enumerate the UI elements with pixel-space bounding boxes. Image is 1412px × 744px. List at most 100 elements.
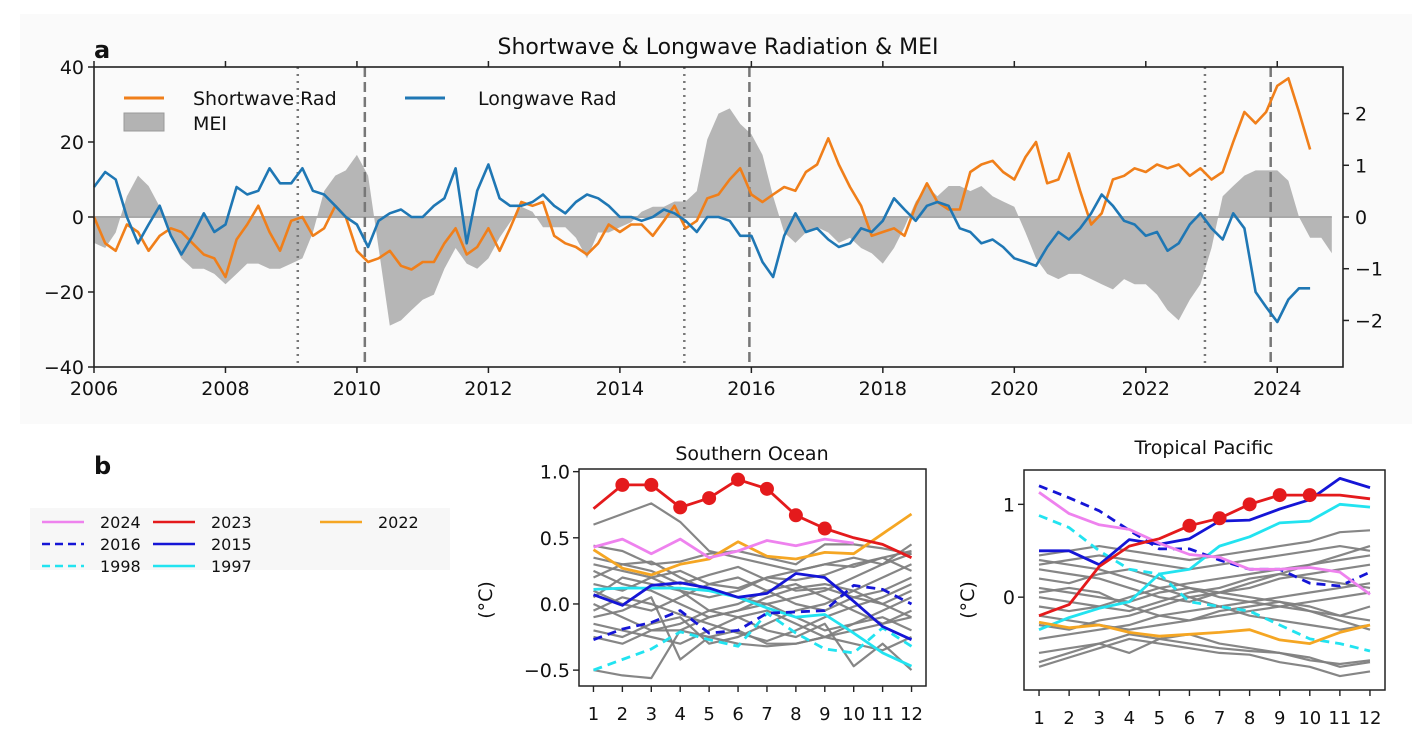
x-tick-label: 1 xyxy=(588,704,599,725)
marker-2023-month-9 xyxy=(817,521,832,536)
x-axis: 2006 2008 2010 2012 2014 2016 2018 2020 2022 2024 xyxy=(70,61,1301,400)
series-line-2016 xyxy=(593,584,913,642)
panel-a-letter: a xyxy=(94,36,110,64)
x-tick-label: 2012 xyxy=(464,378,512,400)
series-line-other-year xyxy=(1038,544,1371,571)
y-tick-label: 0.0 xyxy=(540,594,570,616)
series-line-other-year xyxy=(593,609,912,648)
x-tick-label: 9 xyxy=(819,704,830,725)
y-axis-left: −40 −20 0 20 40 xyxy=(44,57,94,379)
x-tick-label: 4 xyxy=(1124,708,1135,729)
x-tick-label: 2010 xyxy=(333,378,381,400)
southern-ocean-frame xyxy=(578,468,927,687)
x-tick-label: 2020 xyxy=(990,378,1038,400)
x-tick-label: 11 xyxy=(1328,708,1351,729)
marker-2023-month-10 xyxy=(1302,488,1317,503)
y-tick-label: −20 xyxy=(44,282,84,304)
legend-label-2015: 2015 xyxy=(211,535,252,554)
series-line-2022 xyxy=(592,512,913,577)
panel-b-letter: b xyxy=(94,452,111,480)
panel-b-legend-background xyxy=(30,508,450,570)
series-line-2024 xyxy=(593,537,854,560)
x-tick-label: 10 xyxy=(1298,708,1321,729)
marker-2023-month-3 xyxy=(644,477,659,492)
x-tick-label: 5 xyxy=(703,704,714,725)
x-tick-label: 1 xyxy=(1033,708,1044,729)
y2-tick-label: 2 xyxy=(1355,104,1367,126)
series-line-other-year xyxy=(593,543,913,680)
legend-label-2023: 2023 xyxy=(211,513,252,532)
legend-mei-swatch xyxy=(123,112,165,132)
tropical-pacific-ylabel: (°C) xyxy=(957,581,979,619)
x-tick-label: 6 xyxy=(732,704,743,725)
marker-2023-month-5 xyxy=(702,491,717,506)
y-tick-label: 0 xyxy=(72,207,84,229)
legend-label-2016: 2016 xyxy=(100,535,141,554)
series-line-other-year xyxy=(1038,558,1371,631)
legend-label-2024: 2024 xyxy=(100,513,141,532)
southern-ocean-lines xyxy=(592,472,913,680)
legend-mei-label: MEI xyxy=(193,113,227,135)
reference-lines xyxy=(296,67,1272,367)
panel-a: a Shortwave & Longwave Radiation & MEI 2… xyxy=(44,35,1383,400)
y2-tick-label: 0 xyxy=(1355,207,1367,229)
longwave-line xyxy=(92,163,1311,324)
y-tick-label: 40 xyxy=(60,57,84,79)
series-line-1998 xyxy=(1038,514,1371,653)
x-tick-label: 12 xyxy=(900,704,923,725)
shortwave-line xyxy=(92,77,1312,279)
x-tick-label: 3 xyxy=(646,704,657,725)
x-tick-label: 2018 xyxy=(859,378,907,400)
series-line-other-year xyxy=(1038,554,1371,613)
series-line-2024 xyxy=(1038,491,1371,596)
series-line-other-year xyxy=(593,563,912,645)
y2-tick-label: −2 xyxy=(1355,310,1383,332)
x-tick-label: 12 xyxy=(1359,708,1382,729)
y-tick-label: 0 xyxy=(1003,587,1015,609)
chart-title: Shortwave & Longwave Radiation & MEI xyxy=(498,35,939,60)
series-line-other-year xyxy=(1038,591,1371,631)
x-tick-label: 5 xyxy=(1154,708,1165,729)
x-tick-label: 3 xyxy=(1093,708,1104,729)
marker-2023-month-6 xyxy=(1182,518,1197,533)
southern-ocean-axes: 1 2 3 4 5 6 7 8 9 10 11 12−0.50.00.51.0 xyxy=(524,462,923,725)
y2-tick-label: −1 xyxy=(1355,259,1383,281)
marker-2023-month-2 xyxy=(615,477,630,492)
y-tick-label: −40 xyxy=(44,357,84,379)
x-tick-label: 7 xyxy=(761,704,772,725)
radiation-series-layer xyxy=(92,77,1312,324)
series-line-2015 xyxy=(593,572,913,641)
series-line-other-year xyxy=(593,556,912,632)
x-tick-label: 2 xyxy=(617,704,628,725)
series-line-other-year xyxy=(1038,633,1371,666)
series-line-other-year xyxy=(593,582,912,632)
series-line-1997 xyxy=(1038,502,1371,631)
series-line-1998 xyxy=(593,611,913,672)
series-line-other-year xyxy=(593,563,913,671)
series-line-other-year xyxy=(593,502,912,573)
series-line-2016 xyxy=(1038,484,1371,588)
legend-label-1998: 1998 xyxy=(100,557,141,576)
y-tick-label: 20 xyxy=(60,132,84,154)
y-tick-label: 0.5 xyxy=(540,528,570,550)
y-tick-label: 1 xyxy=(1003,494,1015,516)
legend: Shortwave Rad MEI Longwave Rad xyxy=(123,88,617,135)
x-tick-label: 8 xyxy=(790,704,801,725)
panel-b-legend: 2024 2023 2022 2016 2015 1998 1997 xyxy=(42,513,419,576)
southern-ocean-ylabel: (°C) xyxy=(475,581,497,619)
tropical-pacific-title: Tropical Pacific xyxy=(1134,437,1274,459)
series-line-other-year xyxy=(593,556,912,592)
southern-ocean-title: Southern Ocean xyxy=(675,443,828,465)
y-tick-label: 1.0 xyxy=(540,462,570,484)
series-line-other-year xyxy=(1038,582,1371,640)
marker-2023-month-8 xyxy=(1242,497,1257,512)
series-line-other-year xyxy=(1038,572,1371,613)
x-tick-label: 11 xyxy=(871,704,894,725)
legend-shortwave-label: Shortwave Rad xyxy=(193,88,337,110)
panel-b: b 2024 2023 2022 2016 2015 1998 1997 xyxy=(42,452,419,576)
southern-ocean-plot: Southern Ocean 1 2 3 4 5 6 7 8 9 10 11 12−0.50.00.5… xyxy=(475,443,927,725)
x-tick-label: 7 xyxy=(1214,708,1225,729)
